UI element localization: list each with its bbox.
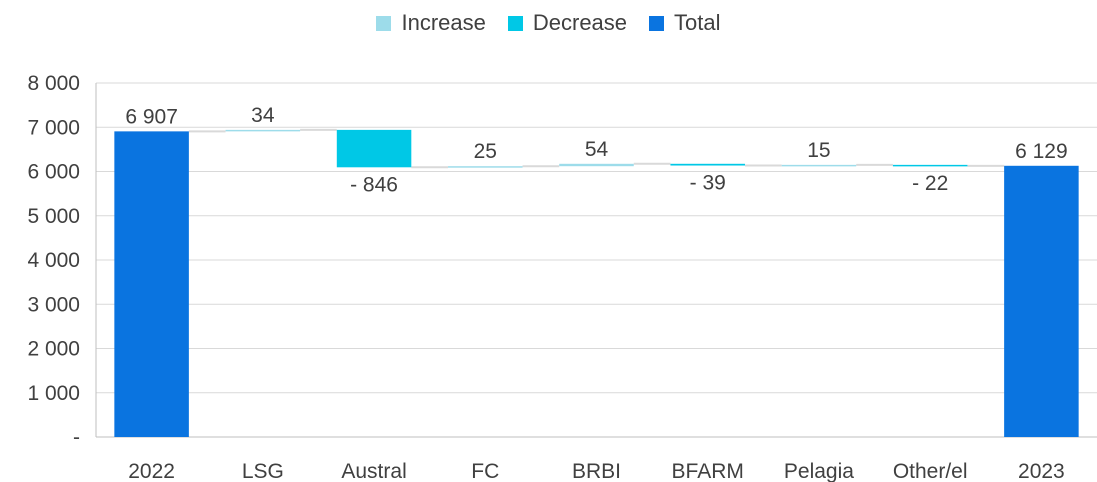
y-tick-label: 4 000	[27, 249, 80, 272]
bars	[114, 129, 1079, 438]
y-tick-label: 7 000	[27, 116, 80, 139]
data-label: 6 129	[1015, 140, 1068, 163]
data-label: 6 907	[125, 105, 178, 128]
y-tick-label: 5 000	[27, 205, 80, 228]
y-tick-label: 6 000	[27, 161, 80, 184]
legend-item-increase: Increase	[376, 10, 486, 36]
bar-fc	[448, 166, 523, 168]
legend-swatch-decrease	[507, 15, 523, 31]
bar-2023	[1004, 165, 1079, 437]
legend-label-decrease: Decrease	[532, 10, 628, 35]
data-label: - 39	[690, 172, 726, 195]
y-axis-ticks: - 1 000 2 000 3 000 4 000 5 000 6 000 7 000 8 00…	[27, 72, 80, 449]
bar-bfarm	[670, 163, 745, 166]
legend-swatch-increase	[376, 15, 392, 31]
y-tick-label: 1 000	[27, 382, 80, 405]
data-label: 54	[585, 138, 609, 161]
bar-pelagia	[781, 164, 857, 167]
x-tick-label: BRBI	[572, 460, 621, 482]
x-tick-label: 2022	[128, 460, 175, 482]
x-tick-label: 2023	[1018, 460, 1065, 482]
x-tick-label: BFARM	[672, 460, 744, 482]
legend-label-increase: Increase	[401, 10, 486, 35]
bar-lsg	[225, 129, 301, 132]
x-axis-ticks: 2022 LSG Austral FC BRBI BFARM Pelagia Other/el…	[128, 460, 1064, 482]
bar-2022	[114, 131, 189, 438]
legend-swatch-total	[649, 15, 665, 31]
data-label: 15	[807, 139, 830, 162]
y-tick-label: 8 000	[27, 72, 80, 95]
data-label: 25	[474, 140, 497, 163]
data-label: 34	[251, 104, 275, 127]
y-tick-label: -	[73, 426, 80, 449]
y-tick-label: 2 000	[27, 338, 80, 361]
x-tick-label: FC	[471, 460, 499, 482]
data-labels: 6 907 34 - 846 25 54 - 39 15 - 22 6 129	[125, 104, 1067, 196]
y-tick-label: 3 000	[27, 293, 80, 316]
data-label: - 22	[912, 172, 948, 195]
bar-austral	[336, 129, 412, 168]
bar-brbi	[559, 163, 634, 167]
x-tick-label: LSG	[242, 460, 284, 482]
connectors	[188, 128, 1005, 169]
gridlines	[95, 82, 1097, 438]
legend-item-decrease: Decrease	[507, 10, 628, 36]
legend-label-total: Total	[674, 10, 721, 35]
legend-item-total: Total	[649, 10, 721, 36]
data-label: - 846	[350, 173, 398, 196]
x-tick-label: Austral	[341, 460, 406, 482]
bar-other-el	[892, 164, 968, 167]
x-tick-label: Pelagia	[784, 460, 854, 482]
chart-legend: Increase Decrease Total	[0, 10, 1097, 36]
x-tick-label: Other/el	[893, 460, 968, 482]
